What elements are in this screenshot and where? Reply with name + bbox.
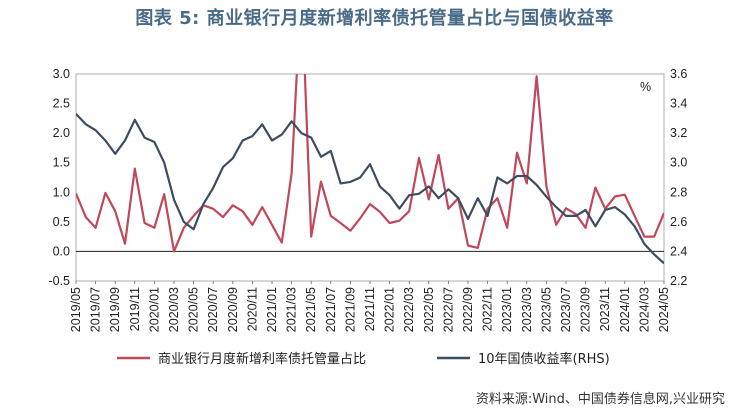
x-tick-label: 2024/01 xyxy=(618,287,632,332)
right-axis-unit: % xyxy=(640,80,651,94)
source-note: 资料来源:Wind、中国债券信息网,兴业研究 xyxy=(475,392,725,407)
left-tick-label: 1.0 xyxy=(53,185,70,199)
x-tick-label: 2023/03 xyxy=(520,287,534,332)
x-tick-label: 2022/09 xyxy=(461,287,475,332)
x-tick-label: 2023/01 xyxy=(500,287,514,332)
x-tick-label: 2020/01 xyxy=(147,287,161,332)
x-tick-label: 2022/11 xyxy=(481,287,495,331)
left-tick-label: 0.5 xyxy=(53,215,70,229)
x-tick-label: 2022/03 xyxy=(402,287,416,332)
plot-lines xyxy=(76,74,664,265)
x-tick-label: 2020/11 xyxy=(245,287,259,331)
x-tick-labels: 2019/05 2019/07 2019/09 2019/11 2020/01 2020/… xyxy=(69,281,671,332)
x-tick-label: 2023/07 xyxy=(559,287,573,332)
x-tick-label: 2022/05 xyxy=(422,287,436,332)
left-tick-label: 0.0 xyxy=(53,244,70,258)
right-tick-label: 2.8 xyxy=(670,185,687,199)
x-tick-label: 2022/01 xyxy=(383,287,397,332)
legend-label-yield: 10年国债收益率(RHS) xyxy=(478,351,610,367)
right-tick-label: 3.6 xyxy=(670,67,687,81)
left-tick-label: 2.0 xyxy=(53,126,70,140)
x-tick-label: 2021/03 xyxy=(285,287,299,332)
legend-label-ratio: 商业银行月度新增利率债托管量占比 xyxy=(158,351,366,367)
x-tick-label: 2020/03 xyxy=(167,287,181,332)
x-tick-label: 2019/07 xyxy=(89,287,103,332)
x-tick-label: 2021/09 xyxy=(343,287,357,332)
x-tick-label: 2019/09 xyxy=(108,287,122,332)
x-tick-label: 2024/05 xyxy=(657,287,671,332)
right-tick-labels: 2.2 2.4 2.6 2.8 3.0 3.2 3.4 3.6 xyxy=(670,67,687,288)
x-tick-label: 2023/11 xyxy=(598,287,612,331)
right-tick-label: 2.2 xyxy=(670,274,687,288)
x-tick-label: 2024/03 xyxy=(637,287,651,332)
right-tick-label: 3.2 xyxy=(670,126,687,140)
x-tick-label: 2020/07 xyxy=(206,287,220,332)
right-tick-label: 2.6 xyxy=(670,215,687,229)
left-tick-labels: -0.5 0.0 0.5 1.0 1.5 2.0 2.5 3.0 xyxy=(48,67,70,288)
x-tick-label: 2021/11 xyxy=(363,287,377,331)
x-tick-label: 2021/07 xyxy=(324,287,338,332)
x-tick-label: 2019/05 xyxy=(69,287,83,332)
plot-frame xyxy=(75,73,665,282)
x-tick-label: 2023/09 xyxy=(579,287,593,332)
chart-title: 图表 5: 商业银行月度新增利率债托管量占比与国债收益率 xyxy=(135,8,614,29)
series-line-ratio xyxy=(76,74,664,253)
left-tick-label: -0.5 xyxy=(48,274,70,288)
legend: 商业银行月度新增利率债托管量占比 10年国债收益率(RHS) xyxy=(117,351,610,367)
x-tick-label: 2019/11 xyxy=(128,287,142,331)
left-tick-label: 1.5 xyxy=(53,156,70,170)
series-line-yield xyxy=(76,113,664,265)
x-tick-label: 2022/07 xyxy=(441,287,455,332)
left-tick-label: 2.5 xyxy=(53,97,70,111)
right-tick-label: 2.4 xyxy=(670,244,687,258)
x-tick-label: 2021/05 xyxy=(304,287,318,332)
x-tick-label: 2020/09 xyxy=(226,287,240,332)
left-tick-label: 3.0 xyxy=(53,67,70,81)
right-tick-label: 3.0 xyxy=(670,156,687,170)
right-tick-label: 3.4 xyxy=(670,97,687,111)
x-tick-label: 2020/05 xyxy=(187,287,201,332)
x-tick-label: 2021/01 xyxy=(265,287,279,332)
axes xyxy=(75,73,665,282)
x-tick-label: 2023/05 xyxy=(539,287,553,332)
